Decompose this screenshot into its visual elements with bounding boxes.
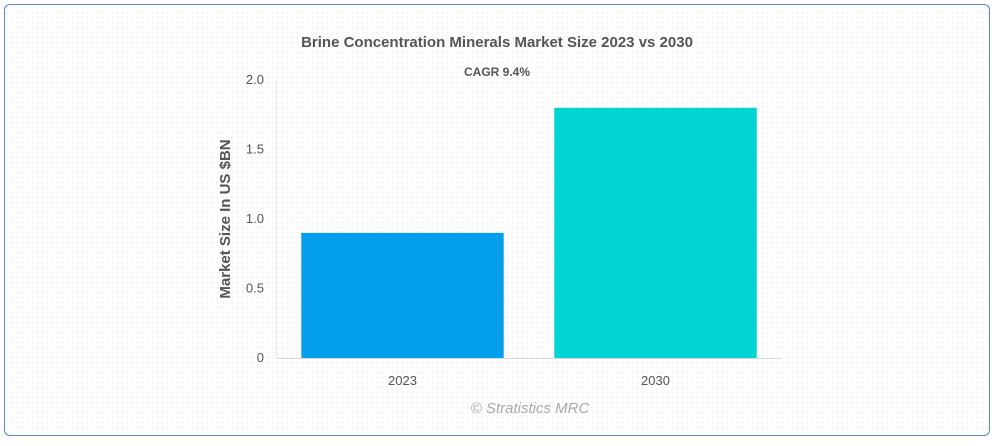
- chart-title: Brine Concentration Minerals Market Size…: [301, 34, 693, 51]
- y-tick-label: 0.5: [246, 281, 264, 296]
- x-tick-label: 2023: [388, 373, 417, 388]
- y-tick-label: 1.0: [246, 211, 264, 226]
- y-tick-label: 2.0: [246, 72, 264, 87]
- y-tick-label: 0: [257, 350, 264, 365]
- credit-text: © Stratistics MRC: [471, 400, 590, 417]
- chart-frame: [4, 4, 990, 436]
- y-axis-label: Market Size In US $BN: [217, 139, 234, 298]
- y-axis: 0 0.5 1.0 1.5 2.0: [246, 72, 277, 365]
- bars: [301, 107, 757, 358]
- chart-subtitle: CAGR 9.4%: [464, 65, 530, 79]
- bar-2030: [554, 107, 757, 358]
- bar-2023: [301, 232, 504, 358]
- x-axis: 2023 2030: [276, 358, 782, 388]
- x-tick-label: 2030: [641, 373, 670, 388]
- y-tick-label: 1.5: [246, 142, 264, 157]
